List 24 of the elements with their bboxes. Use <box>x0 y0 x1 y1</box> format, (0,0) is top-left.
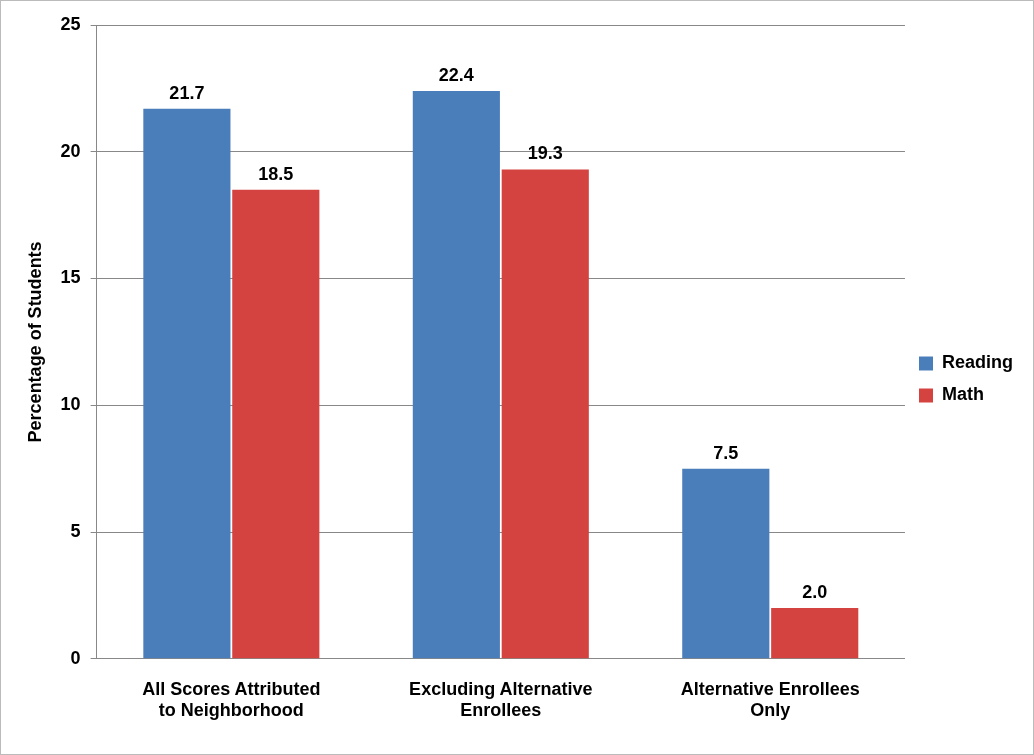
data-label: 21.7 <box>169 82 205 103</box>
y-tick-label: 5 <box>70 521 81 542</box>
legend-label: Reading <box>941 352 1014 373</box>
x-tick-label: All Scores Attributed to Neighborhood <box>142 678 321 721</box>
y-tick-label: 0 <box>70 647 81 668</box>
bar <box>682 468 770 659</box>
legend-label: Math <box>941 384 984 405</box>
x-tick-label: Alternative Enrollees Only <box>680 678 860 721</box>
data-label: 19.3 <box>527 143 563 164</box>
data-label: 18.5 <box>258 163 294 184</box>
data-label: 2.0 <box>802 582 828 603</box>
y-axis-title: Percentage of Students <box>24 241 45 443</box>
bar <box>412 90 500 659</box>
y-tick-label: 20 <box>60 140 81 161</box>
y-tick-label: 15 <box>60 267 81 288</box>
bar <box>501 169 589 659</box>
data-label: 7.5 <box>713 442 739 463</box>
x-tick-label: Excluding Alternative Enrollees <box>409 678 593 721</box>
data-label: 22.4 <box>438 64 474 85</box>
bar <box>771 608 859 659</box>
bar <box>232 189 320 659</box>
bar <box>143 108 231 659</box>
y-tick-label: 25 <box>60 13 81 34</box>
y-tick-label: 10 <box>60 394 81 415</box>
